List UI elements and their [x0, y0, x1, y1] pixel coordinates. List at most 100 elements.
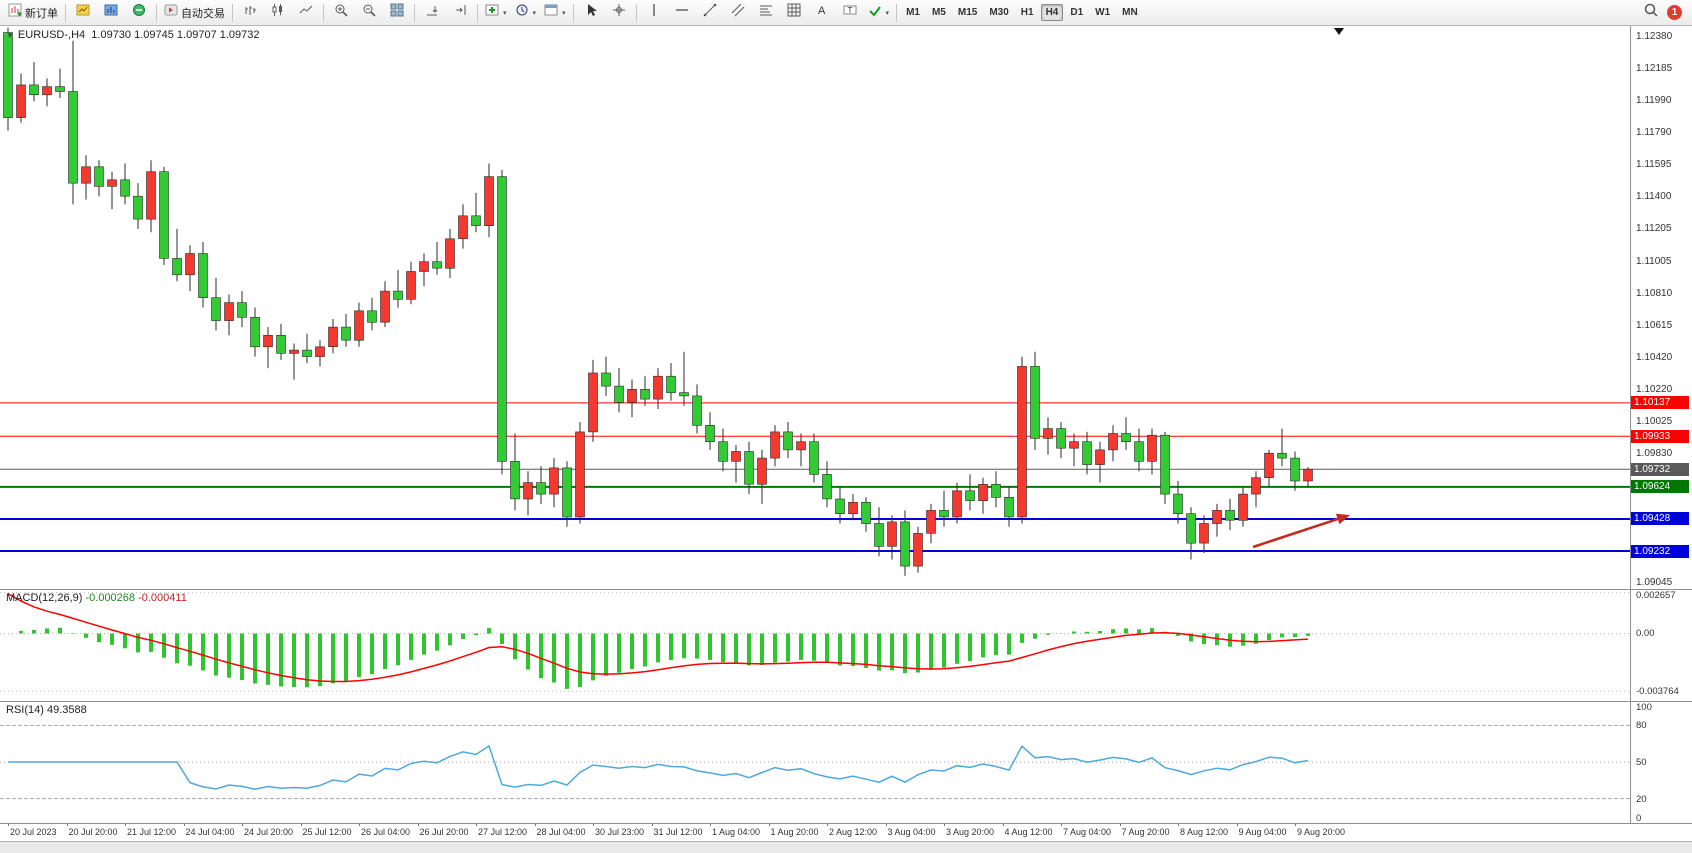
indicators-icon	[485, 3, 499, 22]
price-axis-label: 1.11790	[1636, 127, 1672, 139]
chart-shift-button[interactable]	[446, 2, 474, 24]
chart-area: ▼ EURUSD-,H4 1.09730 1.09745 1.09707 1.09…	[0, 26, 1692, 853]
toolbar-separator	[323, 3, 324, 22]
horizontal-line-button[interactable]	[668, 2, 696, 24]
timeframe-h1[interactable]: H1	[1020, 7, 1034, 18]
tile-windows-icon	[390, 3, 404, 22]
zoom-out-button[interactable]	[355, 2, 383, 24]
templates-button[interactable]: ▾	[540, 2, 570, 24]
navigator-icon	[104, 3, 118, 22]
price-axis-label: 1.10615	[1636, 319, 1673, 331]
indicators-button[interactable]: ▾	[481, 2, 511, 24]
price-tag-1.09732: 1.09732	[1631, 462, 1689, 476]
line-chart-icon	[299, 3, 313, 22]
bar-chart-icon	[243, 3, 257, 22]
macd-panel-canvas[interactable]	[0, 589, 1692, 701]
time-axis-label: 2 Aug 12:00	[829, 827, 878, 837]
toolbar-separator	[635, 3, 637, 22]
text-icon: A	[815, 3, 829, 22]
price-axis-label: 1.10220	[1636, 384, 1673, 396]
price-axis-label: 1.10420	[1636, 351, 1673, 363]
panel-separator[interactable]	[0, 589, 1692, 590]
text-button[interactable]: A	[808, 2, 836, 24]
time-axis-label: 26 Jul 04:00	[361, 827, 411, 837]
time-axis-label: 20 Jul 20:00	[68, 827, 118, 837]
timeframe-d1[interactable]: D1	[1070, 7, 1084, 18]
clock-icon	[515, 3, 529, 22]
macd-main-value: -0.000268	[85, 592, 136, 604]
new-order-icon	[8, 3, 22, 22]
search-icon	[1644, 3, 1659, 23]
timeframe-h4[interactable]: H4	[1040, 4, 1064, 21]
annotation-arrow[interactable]	[1252, 517, 1339, 549]
bar-chart-button[interactable]	[236, 2, 264, 24]
periods-button[interactable]: ▾	[511, 2, 541, 24]
timeframe-m5[interactable]: M5	[931, 7, 946, 18]
timeframe-w1[interactable]: W1	[1095, 7, 1111, 18]
chart-shift-marker[interactable]	[1334, 28, 1344, 35]
rsi-scale-label: 100	[1636, 702, 1652, 713]
time-axis-label: 27 Jul 12:00	[478, 827, 528, 837]
time-axis-separator	[0, 823, 1692, 824]
candlestick-chart-button[interactable]	[264, 2, 292, 24]
fibonacci-icon	[759, 3, 773, 22]
panel-separator[interactable]	[0, 701, 1692, 702]
timeframe-m30[interactable]: M30	[989, 7, 1009, 18]
timeframe-m15[interactable]: M15	[957, 7, 978, 18]
cursor-button[interactable]	[577, 2, 605, 24]
terminal-button[interactable]	[125, 2, 153, 24]
trendline-button[interactable]	[696, 2, 724, 24]
navigator-button[interactable]	[97, 2, 125, 24]
bottom-scroll-strip[interactable]	[0, 841, 1692, 853]
tile-windows-button[interactable]	[383, 2, 411, 24]
macd-header: MACD(12,26,9) -0.000268 -0.000411	[6, 592, 187, 604]
toolbar-separator	[156, 3, 157, 22]
chart-symbol: EURUSD-,H4	[17, 29, 86, 41]
fibonacci-button[interactable]	[752, 2, 780, 24]
text-label-icon: T	[843, 3, 857, 22]
time-axis-label: 7 Aug 04:00	[1063, 827, 1112, 837]
notification-badge[interactable]: 1	[1667, 5, 1682, 20]
new-order-button[interactable]: 新订单	[4, 2, 62, 24]
chevron-down-icon: ▾	[503, 9, 507, 17]
time-axis-label: 31 Jul 12:00	[653, 827, 703, 837]
time-axis-label: 20 Jul 2023	[10, 827, 57, 837]
time-axis-tick	[1061, 823, 1062, 826]
time-axis-label: 8 Aug 12:00	[1180, 827, 1229, 837]
time-axis-tick	[1119, 823, 1121, 826]
timeframe-mn[interactable]: MN	[1122, 7, 1138, 18]
time-axis-label: 26 Jul 20:00	[419, 827, 469, 837]
time-axis-tick	[8, 823, 9, 826]
timeframe-m1[interactable]: M1	[906, 7, 920, 18]
zoom-in-button[interactable]	[327, 2, 355, 24]
svg-text:T: T	[847, 6, 852, 15]
arrows-icon	[868, 3, 882, 22]
arrows-button[interactable]: ▾	[864, 2, 894, 24]
text-label-button[interactable]: T	[836, 2, 864, 24]
price-axis-label: 1.11400	[1636, 191, 1672, 203]
crosshair-button[interactable]	[605, 2, 633, 24]
line-chart-button[interactable]	[292, 2, 320, 24]
market-watch-button[interactable]	[69, 2, 97, 24]
one-click-trading-toggle[interactable]: ▼	[6, 31, 14, 40]
time-axis-tick	[827, 823, 828, 826]
price-chart-canvas[interactable]	[0, 26, 1692, 589]
grid-button[interactable]	[780, 2, 808, 24]
price-axis-line[interactable]	[1630, 26, 1631, 823]
vertical-line-button[interactable]	[640, 2, 668, 24]
chart-ohlc-header: ▼ EURUSD-,H4 1.09730 1.09745 1.09707 1.09…	[6, 29, 260, 41]
vertical-line-icon	[647, 3, 661, 22]
auto-scroll-icon	[425, 3, 439, 22]
zoom-in-icon	[334, 3, 348, 22]
channel-button[interactable]	[724, 2, 752, 24]
rsi-panel-canvas[interactable]	[0, 701, 1692, 823]
autotrading-button[interactable]: 自动交易	[160, 2, 229, 24]
search-button[interactable]	[1637, 2, 1665, 24]
auto-scroll-button[interactable]	[418, 2, 446, 24]
price-axis-label: 1.09045	[1636, 576, 1673, 588]
trendline-icon	[703, 3, 717, 22]
time-axis-tick	[651, 823, 653, 826]
chevron-down-icon: ▾	[885, 9, 890, 17]
channel-icon	[731, 3, 745, 22]
macd-label: MACD(12,26,9)	[6, 592, 83, 604]
